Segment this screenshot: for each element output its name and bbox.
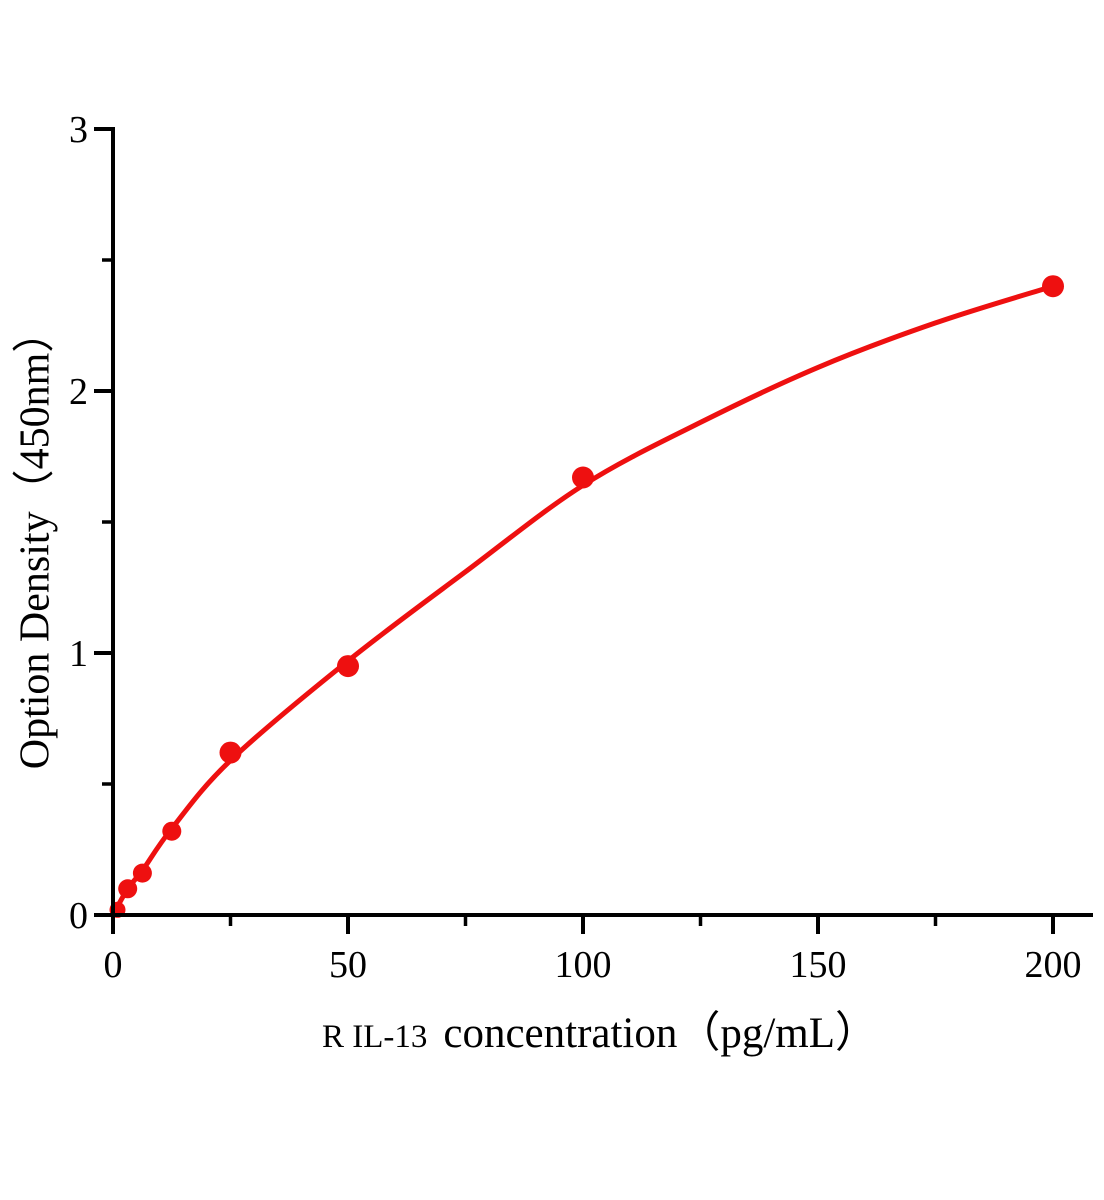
x-tick-label: 50 — [329, 944, 367, 986]
data-point-marker — [572, 466, 594, 489]
data-point-marker — [337, 655, 359, 678]
x-tick-label: 0 — [104, 944, 123, 986]
y-tick-label: 0 — [69, 895, 88, 937]
x-axis-title: R IL-13 concentration（pg/mL） — [96, 998, 1104, 1060]
x-tick-label: 200 — [1025, 944, 1082, 986]
y-tick-label: 3 — [69, 109, 88, 151]
data-point-marker — [1042, 275, 1064, 298]
y-tick-label: 2 — [69, 371, 88, 413]
data-point-marker — [118, 879, 138, 899]
data-point-marker — [219, 741, 242, 764]
standard-curve — [110, 283, 1056, 918]
y-axis-title: Option Density（450nm） — [12, 310, 59, 770]
x-tick-label: 150 — [790, 944, 847, 986]
x-axis-title-main: concentration（pg/mL） — [443, 1010, 879, 1057]
data-point-marker — [162, 821, 182, 841]
x-axis-title-prefix: R IL-13 — [321, 1019, 428, 1055]
data-point-marker — [132, 863, 152, 883]
x-tick-label: 100 — [555, 944, 612, 986]
y-tick-label: 1 — [69, 633, 88, 675]
